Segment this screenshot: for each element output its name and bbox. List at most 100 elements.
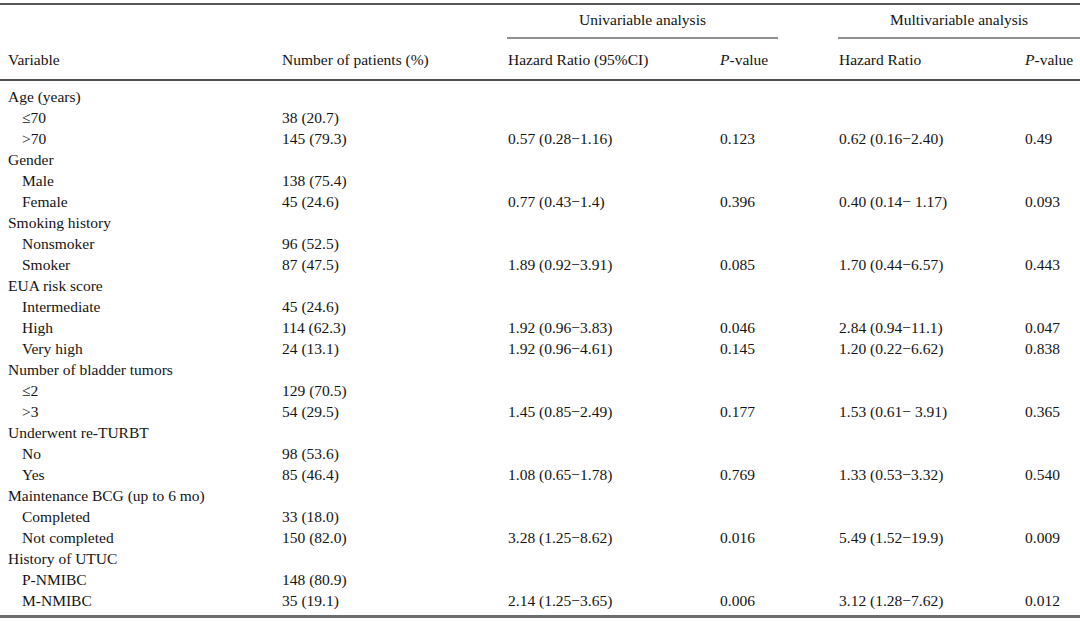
cell-variable: High (8, 317, 282, 338)
cell-multi-p-value (1025, 569, 1080, 590)
table-row: Maintenance BCG (up to 6 mo) (0, 485, 1080, 506)
cell-uni-p-value (720, 275, 839, 296)
cell-number-of-patients: 35 (19.1) (282, 590, 508, 611)
cell-uni-p-value (720, 506, 839, 527)
cell-uni-hazard-ratio (508, 359, 720, 380)
cell-uni-p-value: 0.016 (720, 527, 839, 548)
cell-uni-p-value: 0.006 (720, 590, 839, 611)
cell-variable: No (8, 443, 282, 464)
cell-uni-hazard-ratio: 1.92 (0.96−4.61) (508, 338, 720, 359)
cell-number-of-patients: 96 (52.5) (282, 233, 508, 254)
table-row: Smoking history (0, 212, 1080, 233)
cell-multi-p-value (1025, 149, 1080, 170)
cell-uni-hazard-ratio (508, 233, 720, 254)
cell-multi-hazard-ratio (839, 506, 1025, 527)
cell-multi-hazard-ratio: 1.20 (0.22−6.62) (839, 338, 1025, 359)
cell-multi-hazard-ratio (839, 443, 1025, 464)
cell-multi-hazard-ratio: 1.33 (0.53−3.32) (839, 464, 1025, 485)
cell-variable: Number of bladder tumors (8, 359, 282, 380)
cell-multi-p-value (1025, 233, 1080, 254)
table-row: Very high 24 (13.1) 1.92 (0.96−4.61) 0.1… (0, 338, 1080, 359)
table-row: Yes 85 (46.4) 1.08 (0.65−1.78) 0.769 1.3… (0, 464, 1080, 485)
cell-variable: >70 (8, 128, 282, 149)
cell-uni-p-value (720, 569, 839, 590)
cell-uni-p-value: 0.123 (720, 128, 839, 149)
cell-multi-hazard-ratio (839, 422, 1025, 443)
table-row: >70 145 (79.3) 0.57 (0.28−1.16) 0.123 0.… (0, 128, 1080, 149)
cell-multi-p-value: 0.047 (1025, 317, 1080, 338)
cell-number-of-patients (282, 212, 508, 233)
cell-multi-hazard-ratio: 0.62 (0.16−2.40) (839, 128, 1025, 149)
cell-uni-p-value (720, 380, 839, 401)
column-header-row: Variable Number of patients (%) Hazard R… (0, 48, 1080, 72)
cell-multi-p-value (1025, 506, 1080, 527)
cell-variable: Very high (8, 338, 282, 359)
multivariable-spanner-rule (838, 37, 1080, 39)
cell-multi-hazard-ratio (839, 569, 1025, 590)
cell-number-of-patients (282, 548, 508, 569)
cell-number-of-patients: 38 (20.7) (282, 107, 508, 128)
cell-number-of-patients: 54 (29.5) (282, 401, 508, 422)
cell-multi-hazard-ratio: 1.70 (0.44−6.57) (839, 254, 1025, 275)
cell-multi-p-value (1025, 296, 1080, 317)
table-row: Number of bladder tumors (0, 359, 1080, 380)
top-rule (0, 3, 1080, 5)
table-row: Not completed 150 (82.0) 3.28 (1.25−8.62… (0, 527, 1080, 548)
cell-multi-hazard-ratio (839, 380, 1025, 401)
cell-uni-hazard-ratio: 3.28 (1.25−8.62) (508, 527, 720, 548)
cell-variable: Intermediate (8, 296, 282, 317)
cell-variable: Female (8, 191, 282, 212)
cell-uni-p-value: 0.177 (720, 401, 839, 422)
cell-variable: Smoker (8, 254, 282, 275)
cell-variable: Maintenance BCG (up to 6 mo) (8, 485, 282, 506)
cell-variable: Underwent re-TURBT (8, 422, 282, 443)
cell-uni-hazard-ratio (508, 212, 720, 233)
cell-multi-p-value (1025, 422, 1080, 443)
col-header-uni-hazard-ratio: Hazard Ratio (95%CI) (508, 48, 720, 72)
cell-uni-p-value (720, 170, 839, 191)
paper-analysis-table: Univariable analysis Multivariable analy… (0, 0, 1080, 628)
cell-uni-p-value: 0.769 (720, 464, 839, 485)
cell-number-of-patients: 45 (24.6) (282, 296, 508, 317)
cell-uni-p-value (720, 149, 839, 170)
cell-multi-hazard-ratio (839, 212, 1025, 233)
cell-uni-hazard-ratio: 0.77 (0.43−1.4) (508, 191, 720, 212)
univariable-spanner-header: Univariable analysis (507, 8, 778, 32)
cell-uni-p-value (720, 359, 839, 380)
cell-uni-p-value: 0.396 (720, 191, 839, 212)
cell-number-of-patients: 150 (82.0) (282, 527, 508, 548)
table-row: P-NMIBC 148 (80.9) (0, 569, 1080, 590)
table-row: Gender (0, 149, 1080, 170)
cell-multi-p-value (1025, 275, 1080, 296)
cell-uni-p-value (720, 485, 839, 506)
cell-uni-p-value (720, 296, 839, 317)
cell-uni-p-value (720, 422, 839, 443)
cell-uni-hazard-ratio (508, 380, 720, 401)
cell-uni-p-value (720, 443, 839, 464)
cell-number-of-patients: 45 (24.6) (282, 191, 508, 212)
cell-multi-p-value: 0.838 (1025, 338, 1080, 359)
cell-number-of-patients (282, 485, 508, 506)
cell-uni-hazard-ratio: 1.92 (0.96−3.83) (508, 317, 720, 338)
cell-variable: P-NMIBC (8, 569, 282, 590)
cell-uni-hazard-ratio (508, 569, 720, 590)
col-header-uni-p-value: P-value (720, 48, 839, 72)
cell-uni-p-value (720, 233, 839, 254)
cell-multi-hazard-ratio (839, 170, 1025, 191)
cell-multi-hazard-ratio (839, 359, 1025, 380)
cell-multi-hazard-ratio (839, 86, 1025, 107)
cell-multi-p-value: 0.540 (1025, 464, 1080, 485)
cell-multi-hazard-ratio: 3.12 (1.28−7.62) (839, 590, 1025, 611)
univariable-spanner-rule (507, 37, 778, 39)
table-row: ≤70 38 (20.7) (0, 107, 1080, 128)
cell-multi-p-value: 0.49 (1025, 128, 1080, 149)
cell-multi-hazard-ratio (839, 296, 1025, 317)
cell-variable: ≤70 (8, 107, 282, 128)
table-row: No 98 (53.6) (0, 443, 1080, 464)
cell-uni-hazard-ratio (508, 443, 720, 464)
cell-uni-p-value (720, 212, 839, 233)
table-row: Smoker 87 (47.5) 1.89 (0.92−3.91) 0.085 … (0, 254, 1080, 275)
cell-variable: Nonsmoker (8, 233, 282, 254)
cell-variable: Yes (8, 464, 282, 485)
cell-number-of-patients (282, 275, 508, 296)
